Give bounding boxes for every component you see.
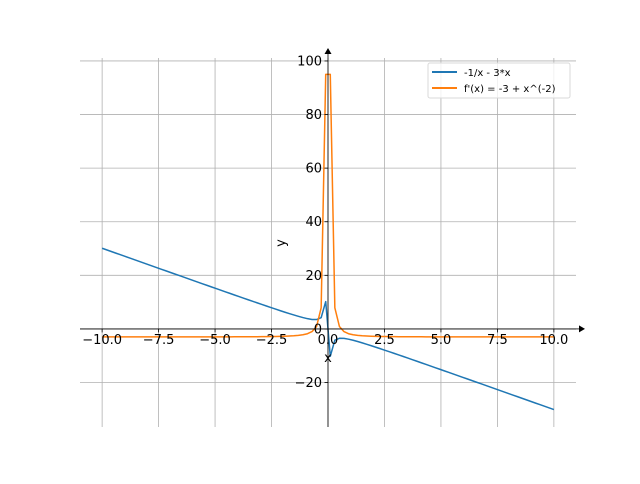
x-tick-label: 10.0 — [539, 333, 568, 348]
legend-label-1: f'(x) = -3 + x^(-2) — [464, 84, 556, 95]
y-tick-label: 60 — [305, 162, 322, 177]
x-axis-arrow-icon — [579, 325, 585, 333]
y-tick-label: 80 — [305, 108, 322, 123]
y-axis-arrow-icon — [324, 48, 332, 54]
y-tick-label: −20 — [295, 376, 322, 391]
x-axis-label: x — [324, 351, 332, 366]
x-tick-label: −5.0 — [199, 333, 231, 348]
x-tick-label: −7.5 — [143, 333, 175, 348]
x-tick-label: 7.5 — [487, 333, 508, 348]
y-tick-label: 40 — [305, 215, 322, 230]
x-tick-label: −10.0 — [82, 333, 122, 348]
x-tick-label: 5.0 — [431, 333, 452, 348]
y-tick-label: 20 — [305, 269, 322, 284]
y-axis-label: y — [274, 239, 289, 247]
y-tick-label: 100 — [297, 54, 322, 69]
legend-frame — [427, 62, 571, 99]
legend: -1/x - 3*x f'(x) = -3 + x^(-2) — [427, 62, 571, 99]
axes — [80, 48, 585, 427]
y-tick-label: 0 — [314, 322, 322, 337]
x-tick-label: −2.5 — [256, 333, 288, 348]
x-tick-label: 2.5 — [374, 333, 395, 348]
tick-labels: −10.0 −7.5 −5.0 −2.5 0.0 2.5 5.0 7.5 10.0 −20 0 20 4… — [82, 54, 568, 391]
legend-label-0: -1/x - 3*x — [464, 68, 511, 79]
x-tick-label: 0.0 — [318, 333, 339, 348]
